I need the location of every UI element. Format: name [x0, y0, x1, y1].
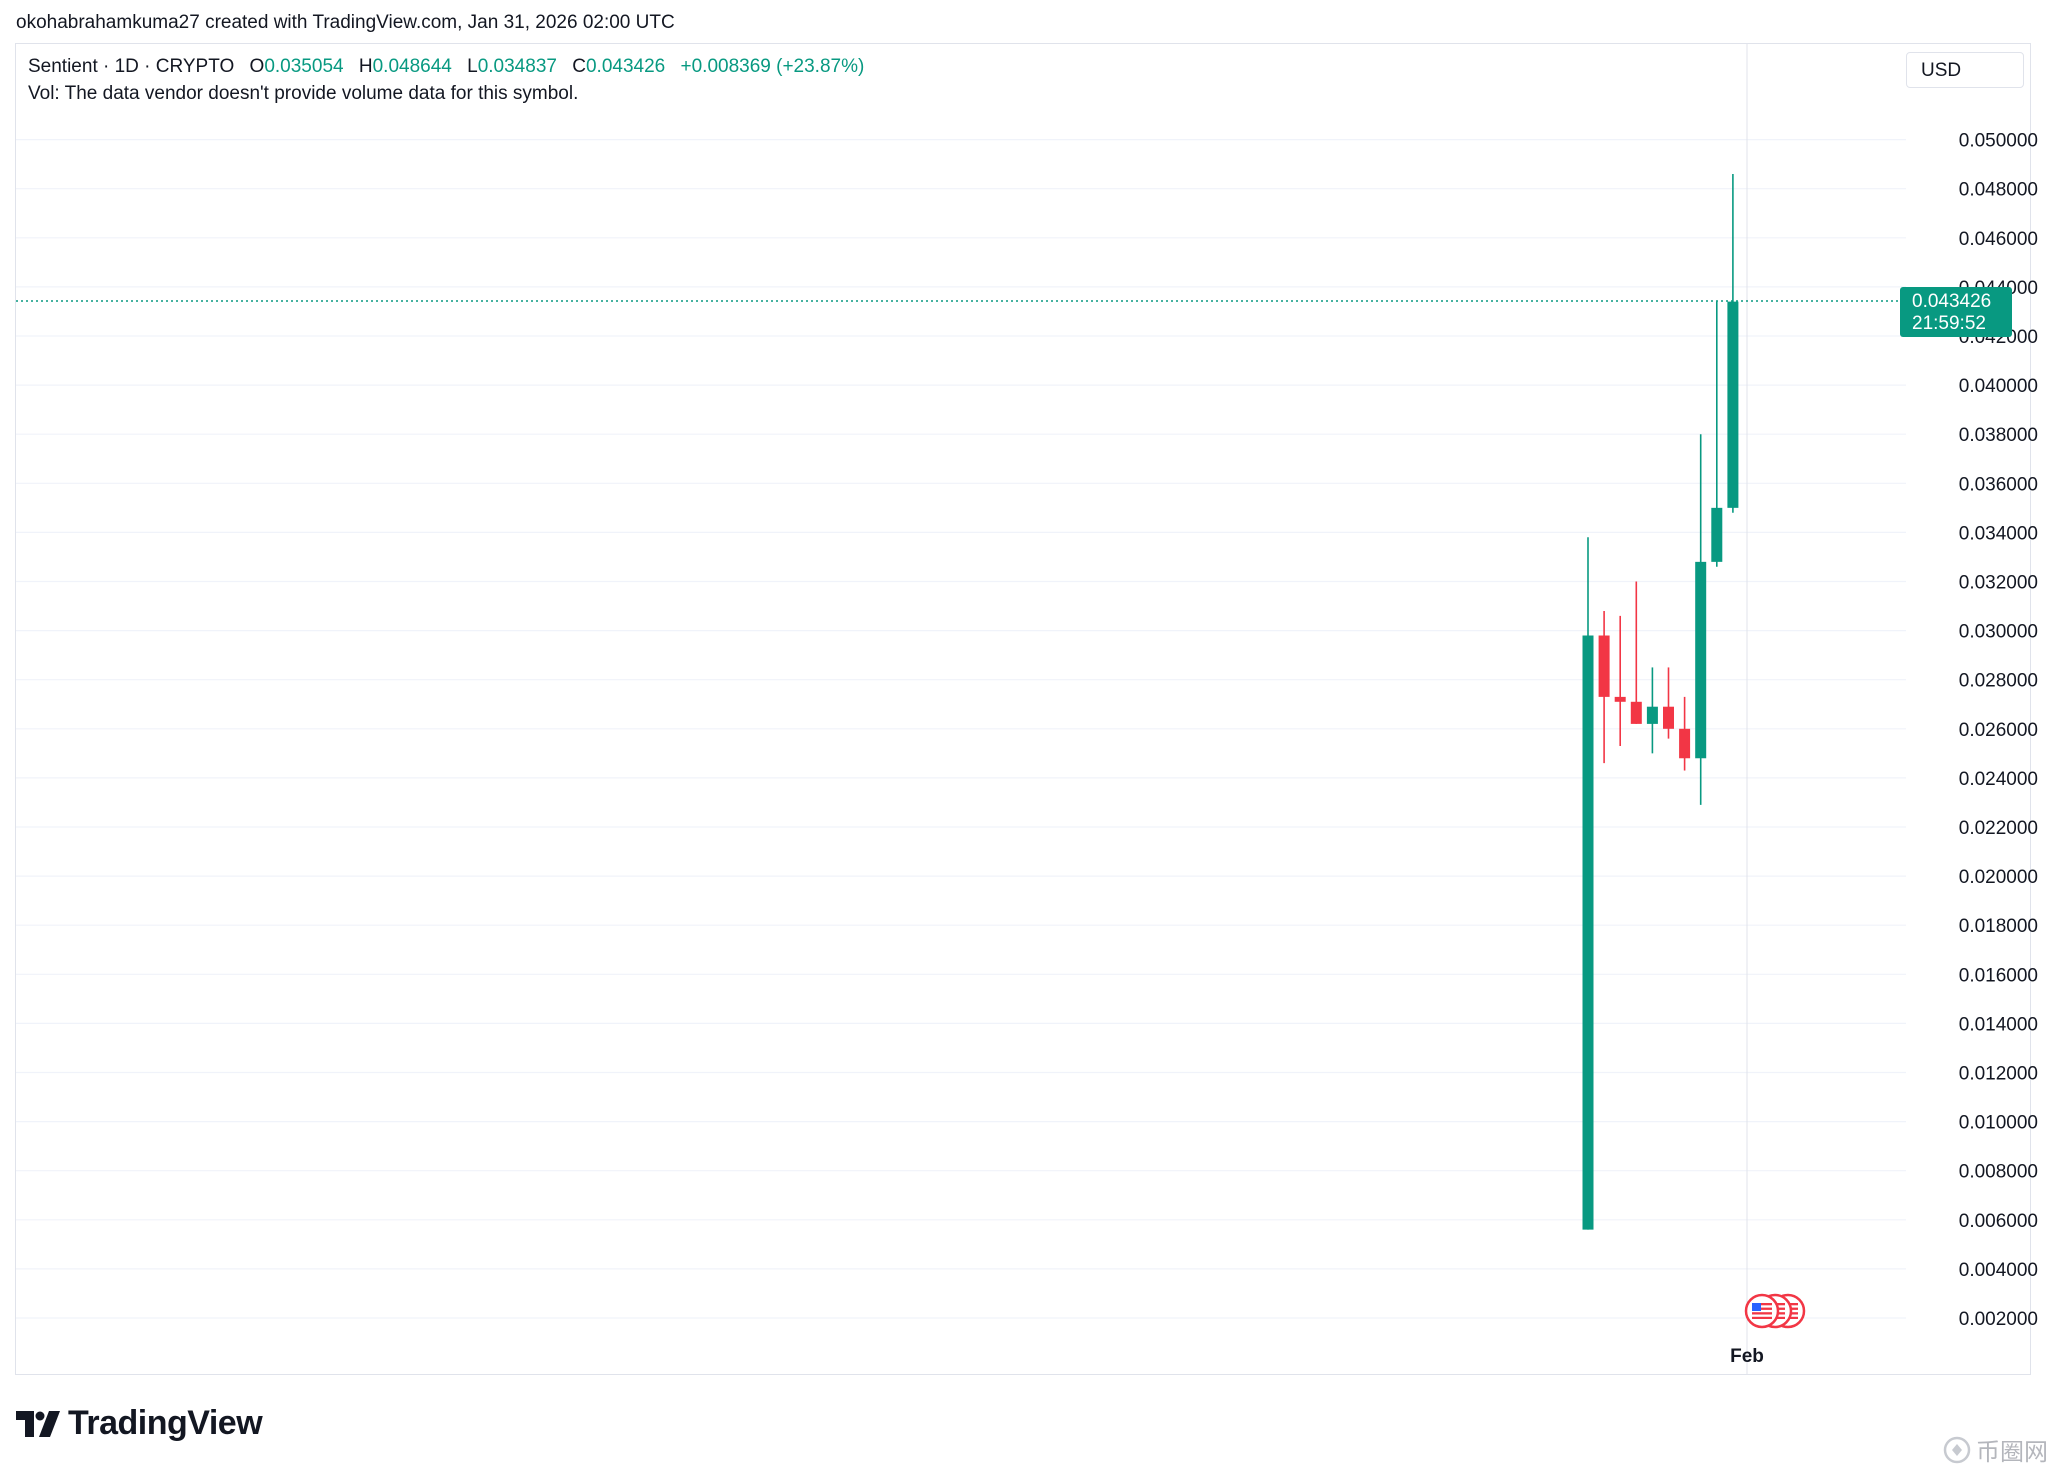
y-tick-label: 0.036000	[1959, 474, 2038, 495]
open-value: 0.035054	[264, 56, 344, 77]
y-tick-label: 0.032000	[1959, 573, 2038, 594]
us-flag-event-icon[interactable]	[1744, 1293, 1806, 1329]
tradingview-logo[interactable]: TradingView	[16, 1404, 263, 1443]
candle-body[interactable]	[1582, 635, 1594, 1230]
candle-body[interactable]	[1598, 635, 1610, 697]
close-label: C	[572, 56, 586, 77]
volume-note: Vol: The data vendor doesn't provide vol…	[28, 83, 579, 104]
candle-body[interactable]	[1663, 706, 1674, 729]
change-value: +0.008369 (+23.87%)	[680, 56, 865, 77]
y-tick-label: 0.016000	[1959, 965, 2038, 986]
y-tick-label: 0.050000	[1959, 131, 2038, 152]
candle-body[interactable]	[1679, 728, 1691, 759]
y-tick-label: 0.014000	[1959, 1014, 2038, 1035]
x-tick-feb: Feb	[1730, 1346, 1764, 1367]
y-tick-label: 0.022000	[1959, 818, 2038, 839]
ohlc-legend: Sentient · 1D · CRYPTO O0.035054 H0.0486…	[28, 56, 864, 78]
high-value: 0.048644	[372, 56, 452, 77]
low-label: L	[467, 56, 478, 77]
y-tick-label: 0.010000	[1959, 1113, 2038, 1134]
candle-body[interactable]	[1695, 561, 1707, 759]
y-tick-label: 0.018000	[1959, 916, 2038, 937]
candle-body[interactable]	[1646, 706, 1658, 724]
chart-credit: okohabrahamkuma27 created with TradingVi…	[16, 12, 675, 33]
y-tick-label: 0.026000	[1959, 720, 2038, 741]
watermark-coin-icon	[1943, 1436, 1971, 1463]
symbol-title[interactable]: Sentient · 1D · CRYPTO	[28, 56, 235, 77]
y-tick-label: 0.034000	[1959, 523, 2038, 544]
currency-button[interactable]: USD	[1906, 52, 2024, 88]
close-value: 0.043426	[585, 56, 666, 77]
open-label: O	[249, 56, 265, 77]
y-tick-label: 0.004000	[1959, 1260, 2038, 1281]
y-tick-label: 0.012000	[1959, 1064, 2038, 1085]
y-tick-label: 0.028000	[1959, 671, 2038, 692]
chart-frame[interactable]	[15, 43, 2031, 1375]
y-tick-label: 0.024000	[1959, 769, 2038, 790]
y-tick-label: 0.006000	[1959, 1211, 2038, 1232]
last-price-value: 0.043426	[1912, 291, 1991, 312]
watermark-text: 币圈网	[1976, 1439, 2048, 1466]
y-tick-label: 0.048000	[1959, 180, 2038, 201]
candle-body[interactable]	[1614, 696, 1626, 702]
y-tick-label: 0.038000	[1959, 425, 2038, 446]
tradingview-logo-text: TradingView	[68, 1404, 263, 1442]
low-value: 0.034837	[477, 56, 557, 77]
last-price-tag: 0.043426 21:59:52	[1900, 286, 2012, 337]
tradingview-logo-icon	[16, 1410, 60, 1437]
bar-countdown: 21:59:52	[1912, 313, 1986, 334]
y-tick-label: 0.040000	[1959, 376, 2038, 397]
y-tick-label: 0.020000	[1959, 867, 2038, 888]
candle-body[interactable]	[1711, 507, 1723, 562]
y-tick-label: 0.030000	[1959, 622, 2038, 643]
watermark: 币圈网	[1942, 1432, 2048, 1467]
candle-body[interactable]	[1630, 701, 1642, 724]
high-label: H	[358, 56, 373, 77]
y-tick-label: 0.008000	[1959, 1162, 2038, 1183]
y-tick-label: 0.002000	[1959, 1309, 2038, 1330]
candle-body[interactable]	[1727, 301, 1739, 508]
y-tick-label: 0.046000	[1959, 229, 2038, 250]
